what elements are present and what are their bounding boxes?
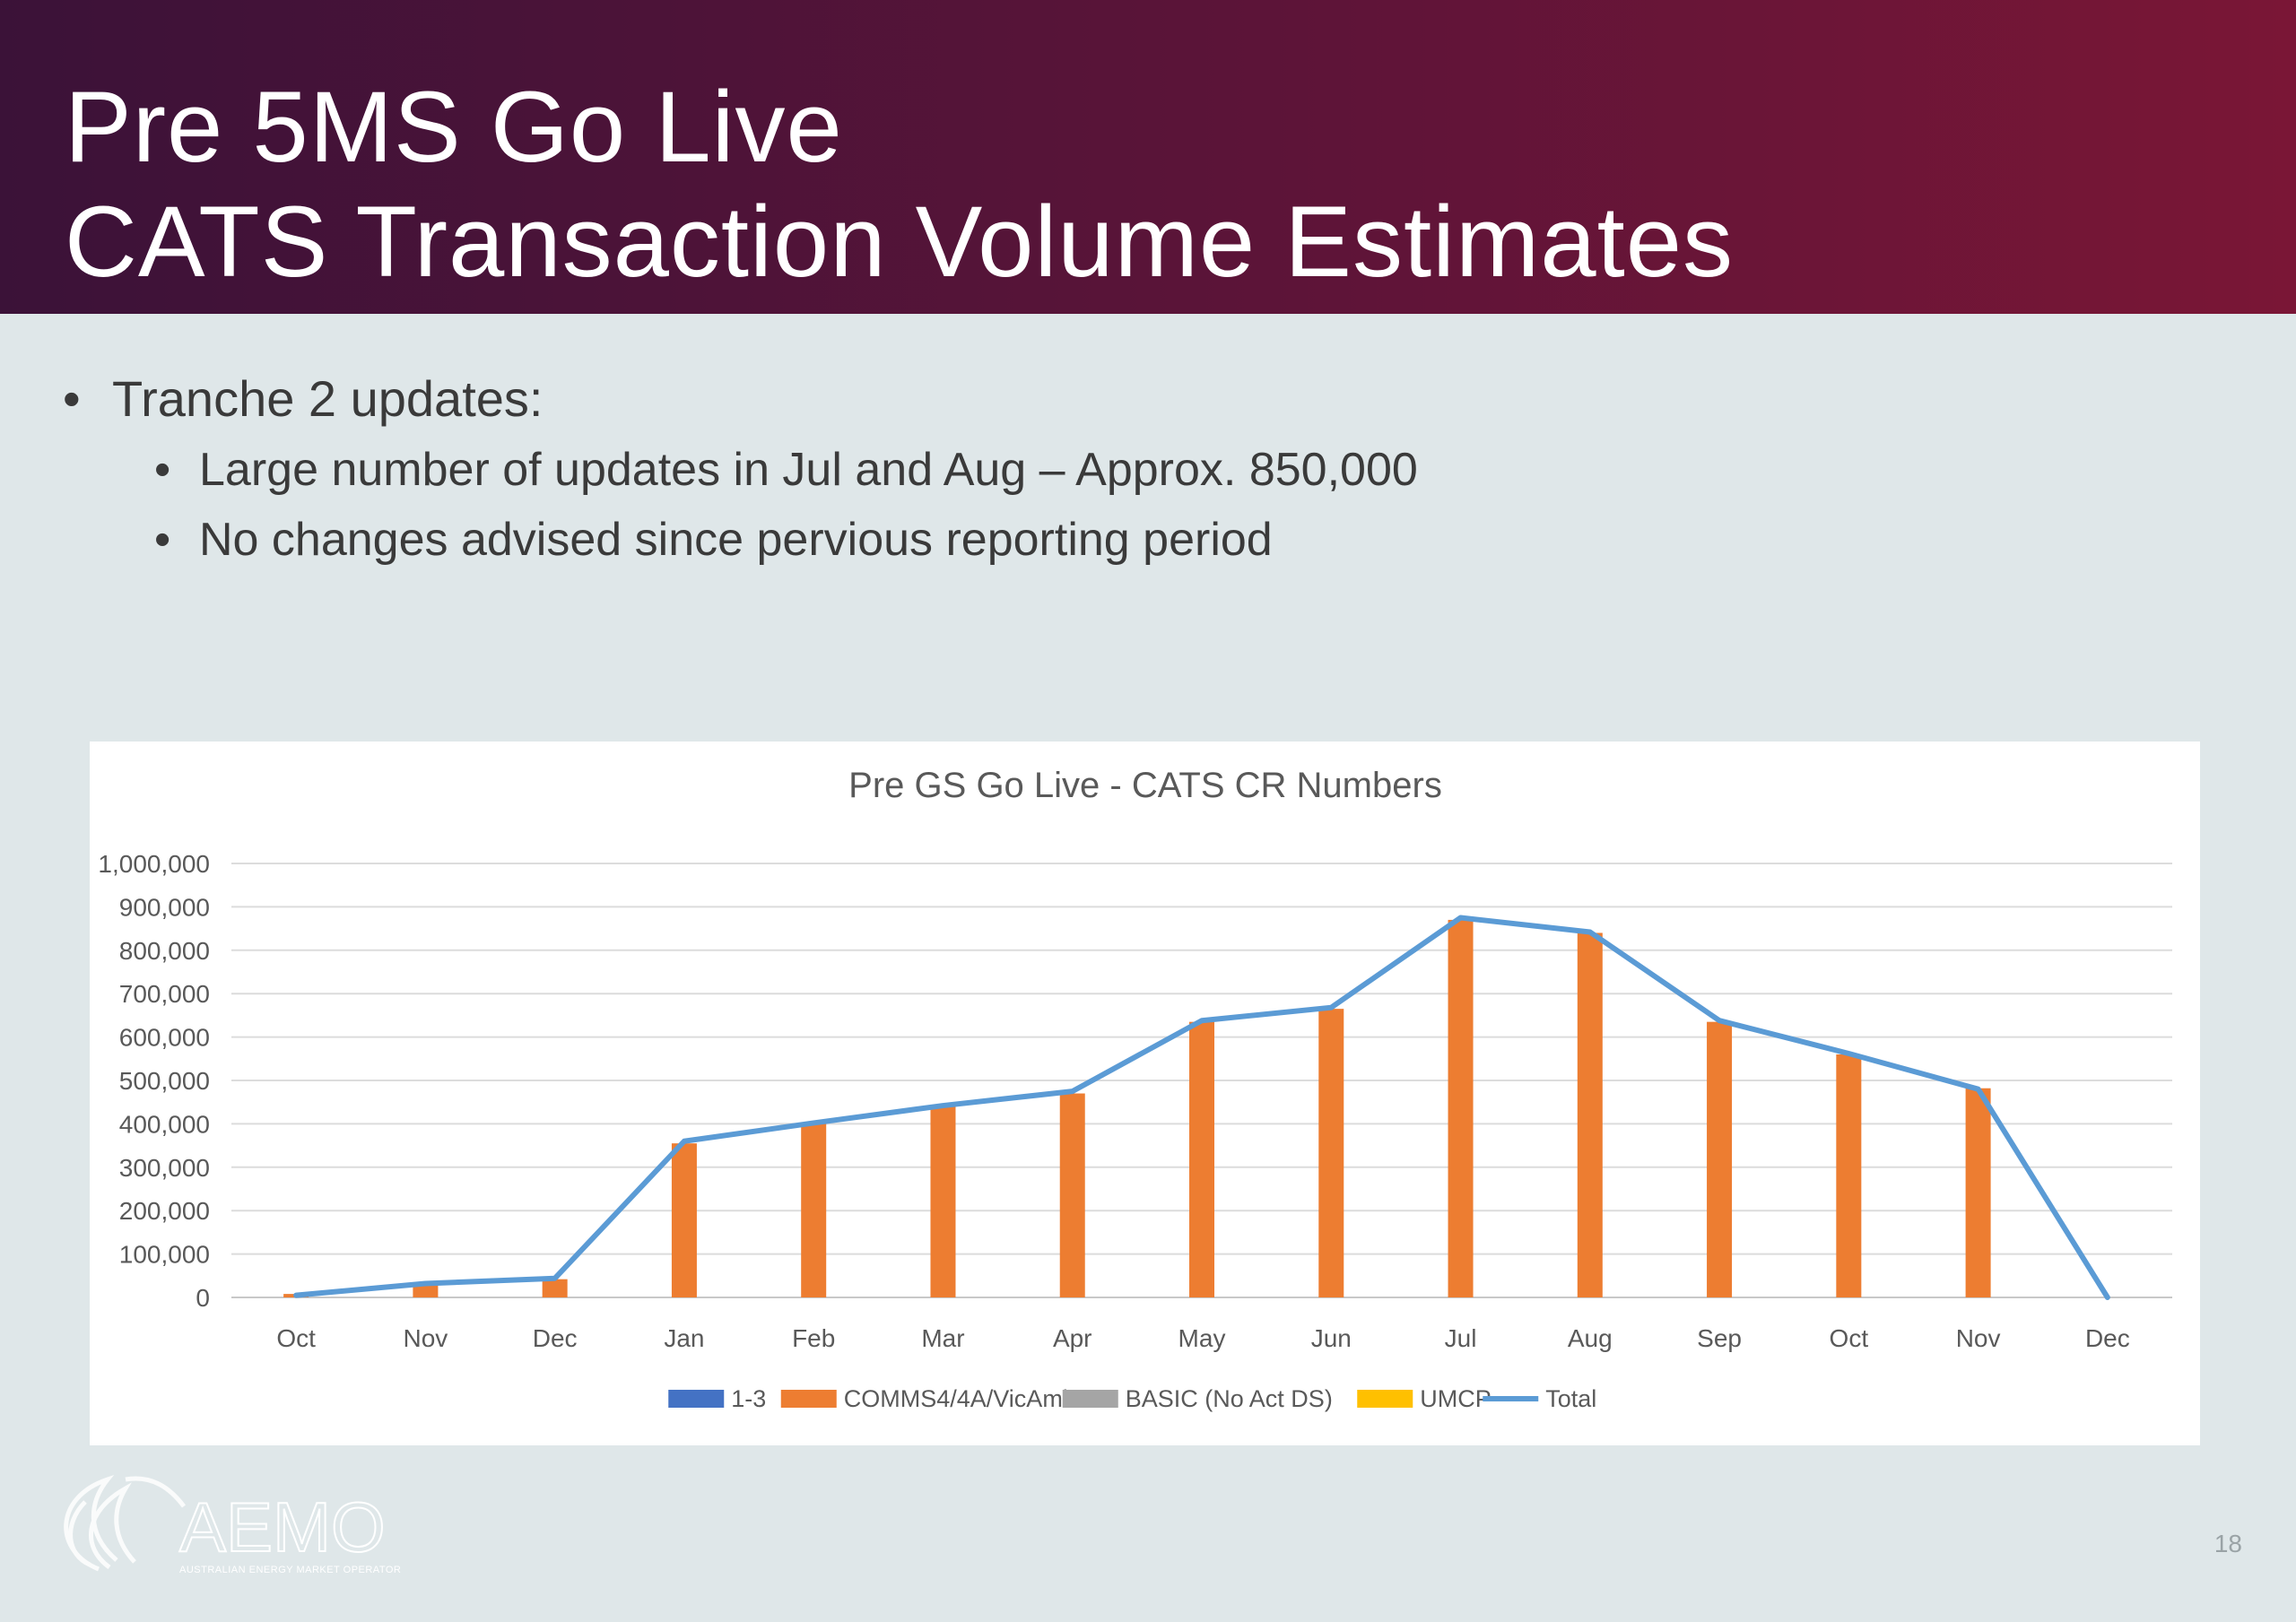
chart-legend: 1-3 COMMS4/4A/VicAmi BASIC (No Act DS) UMCP… [668,1385,1596,1412]
y-tick-label: 300,000 [119,1154,210,1182]
transaction-volume-chart: Pre GS Go Live - CATS CR Numbers 0 100,00… [98,766,2172,1412]
bar [801,1123,827,1297]
x-tick-label: Mar [921,1324,964,1352]
legend-swatch [1357,1390,1413,1408]
chart-panel: Pre GS Go Live - CATS CR Numbers 0 100,00… [90,742,2200,1445]
bar [671,1143,697,1297]
x-tick-label: Dec [2085,1324,2130,1352]
y-tick-label: 200,000 [119,1197,210,1225]
bar [1707,1021,1733,1297]
legend-swatch [668,1390,725,1408]
legend-label: Total [1545,1385,1596,1412]
total-line [293,915,2110,1300]
x-tick-label: Dec [533,1324,578,1352]
y-tick-label: 600,000 [119,1024,210,1052]
bar [1059,1093,1085,1297]
legend-label: 1-3 [731,1385,766,1412]
y-tick-label: 100,000 [119,1241,210,1269]
y-tick-label: 1,000,000 [98,850,210,878]
slide-title: Pre 5MS Go Live CATS Transaction Volume … [65,70,1734,299]
legend-label: UMCP [1420,1385,1492,1412]
y-tick-label: 900,000 [119,893,210,921]
x-tick-label: Sep [1697,1324,1742,1352]
logo-swirl-icon [64,1474,186,1572]
bullet-level-2-item: No changes advised since pervious report… [63,505,1418,575]
y-tick-label: 400,000 [119,1110,210,1138]
legend-label: BASIC (No Act DS) [1126,1385,1333,1412]
x-axis-ticks: Oct Nov Dec Jan Feb Mar Apr May Jun Jul Aug Sep Oct N… [276,1324,2129,1352]
bar [930,1106,956,1297]
x-tick-label: Aug [1568,1324,1613,1352]
page-number: 18 [2213,1530,2242,1557]
aemo-logo: AEMO AUSTRALIAN ENERGY MARKET OPERATOR [36,1462,413,1592]
bullet-list: Tranche 2 updates: Large number of updat… [63,363,1418,575]
x-tick-label: May [1178,1324,1226,1352]
bar [1189,1021,1214,1297]
bar [1318,1009,1344,1297]
y-tick-label: 800,000 [119,937,210,965]
y-tick-label: 500,000 [119,1067,210,1095]
legend-label: COMMS4/4A/VicAmi [844,1385,1068,1412]
bullet-level-2-item: Large number of updates in Jul and Aug –… [63,435,1418,505]
logo-wordmark: AEMO [179,1488,386,1566]
x-tick-label: Jun [1311,1324,1352,1352]
x-tick-label: Oct [1830,1324,1869,1352]
total-line-series [293,915,2110,1300]
x-tick-label: Apr [1053,1324,1092,1352]
legend-swatch [780,1390,837,1408]
x-tick-label: Oct [276,1324,316,1352]
y-tick-label: 0 [196,1284,210,1312]
bar [413,1284,439,1297]
bar [1448,919,1474,1297]
slide-title-line-1: Pre 5MS Go Live [65,71,843,183]
legend-swatch [1062,1390,1118,1408]
bar [1577,932,1603,1297]
y-axis-ticks: 0 100,000 200,000 300,000 400,000 500,000 600,… [98,850,210,1312]
logo-subtext: AUSTRALIAN ENERGY MARKET OPERATOR [179,1565,401,1575]
slide-title-line-2: CATS Transaction Volume Estimates [65,186,1734,298]
bar [1836,1054,1862,1297]
x-tick-label: Nov [404,1324,448,1352]
x-tick-label: Feb [792,1324,835,1352]
chart-title: Pre GS Go Live - CATS CR Numbers [848,766,1442,805]
bullet-level-1: Tranche 2 updates: [63,363,1418,435]
bar [1965,1088,1991,1297]
bar [542,1279,568,1297]
bar-series [283,919,1991,1297]
x-tick-label: Nov [1956,1324,2001,1352]
title-banner: Pre 5MS Go Live CATS Transaction Volume … [0,0,2296,314]
y-tick-label: 700,000 [119,980,210,1008]
x-tick-label: Jul [1445,1324,1477,1352]
x-tick-label: Jan [664,1324,704,1352]
